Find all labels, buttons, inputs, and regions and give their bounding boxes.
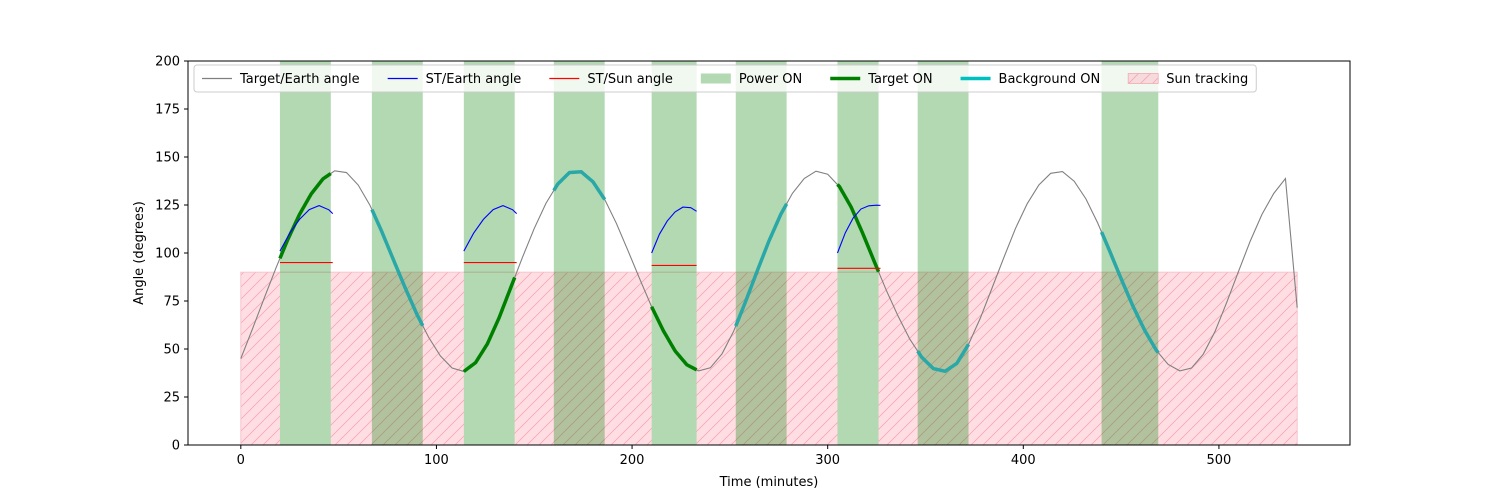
- target-on-segment: [836, 183, 881, 273]
- legend-label: Target ON: [867, 72, 932, 87]
- target-on-segment: [462, 276, 517, 373]
- st-earth-angle-line: [836, 204, 881, 254]
- legend-label: Target/Earth angle: [239, 72, 360, 87]
- y-axis-label: Angle (degrees): [132, 201, 147, 305]
- sun-tracking-hatch: [514, 272, 652, 445]
- legend-label: Power ON: [739, 72, 802, 87]
- y-tick-label: 0: [172, 439, 180, 454]
- power-on-band: [917, 61, 969, 445]
- sun-tracking-hatch: [240, 272, 280, 445]
- st-earth-angle-line: [279, 204, 334, 252]
- target-on-segment: [278, 172, 332, 260]
- x-tick-label: 0: [237, 453, 245, 468]
- y-tick-label: 200: [155, 55, 180, 70]
- x-tick-label: 100: [424, 453, 449, 468]
- legend-swatch: [700, 73, 731, 84]
- y-tick-label: 125: [155, 199, 180, 214]
- x-tick-label: 200: [620, 453, 645, 468]
- background-on-segment: [1099, 231, 1160, 354]
- st-earth-angle-line: [651, 206, 697, 254]
- legend-label: Sun tracking: [1166, 72, 1248, 87]
- sun-tracking-hatch: [696, 272, 838, 445]
- background-on-segment: [370, 208, 425, 327]
- legend-box: [193, 64, 1257, 93]
- power-on-band: [371, 61, 423, 445]
- legend-label: Background ON: [999, 72, 1101, 87]
- x-tick-label: 500: [1207, 453, 1232, 468]
- legend-label: ST/Sun angle: [587, 72, 673, 87]
- y-tick-label: 25: [163, 391, 180, 406]
- x-axis-label: Time (minutes): [719, 475, 819, 490]
- background-on-segment: [734, 202, 789, 327]
- x-tick-label: 400: [1011, 453, 1036, 468]
- sun-tracking-hatch: [330, 272, 464, 445]
- legend-label: ST/Earth angle: [426, 72, 522, 87]
- target-on-segment: [650, 305, 698, 372]
- background-on-segment: [552, 169, 607, 201]
- power-on-band: [463, 61, 515, 445]
- x-tick-label: 300: [815, 453, 840, 468]
- legend: Target/Earth angle ST/Earth angle ST/Sun a…: [193, 64, 1257, 93]
- power-on-band: [553, 61, 605, 445]
- power-on-band: [651, 61, 697, 445]
- legend-swatch-hatch: [1128, 73, 1159, 84]
- y-tick-label: 50: [163, 343, 180, 358]
- plot-area: [240, 61, 1298, 445]
- y-tick-label: 75: [163, 295, 180, 310]
- power-on-band: [735, 61, 787, 445]
- y-tick-label: 150: [155, 151, 180, 166]
- axes: 0 100 200 300 400 500 0 25 50 75 100 125 150 175 200: [155, 55, 1231, 469]
- power-on-band: [279, 61, 331, 445]
- y-tick-label: 100: [155, 247, 180, 262]
- y-tick-label: 175: [155, 103, 180, 118]
- background-on-segment: [916, 343, 971, 374]
- st-earth-angle-line: [463, 204, 518, 252]
